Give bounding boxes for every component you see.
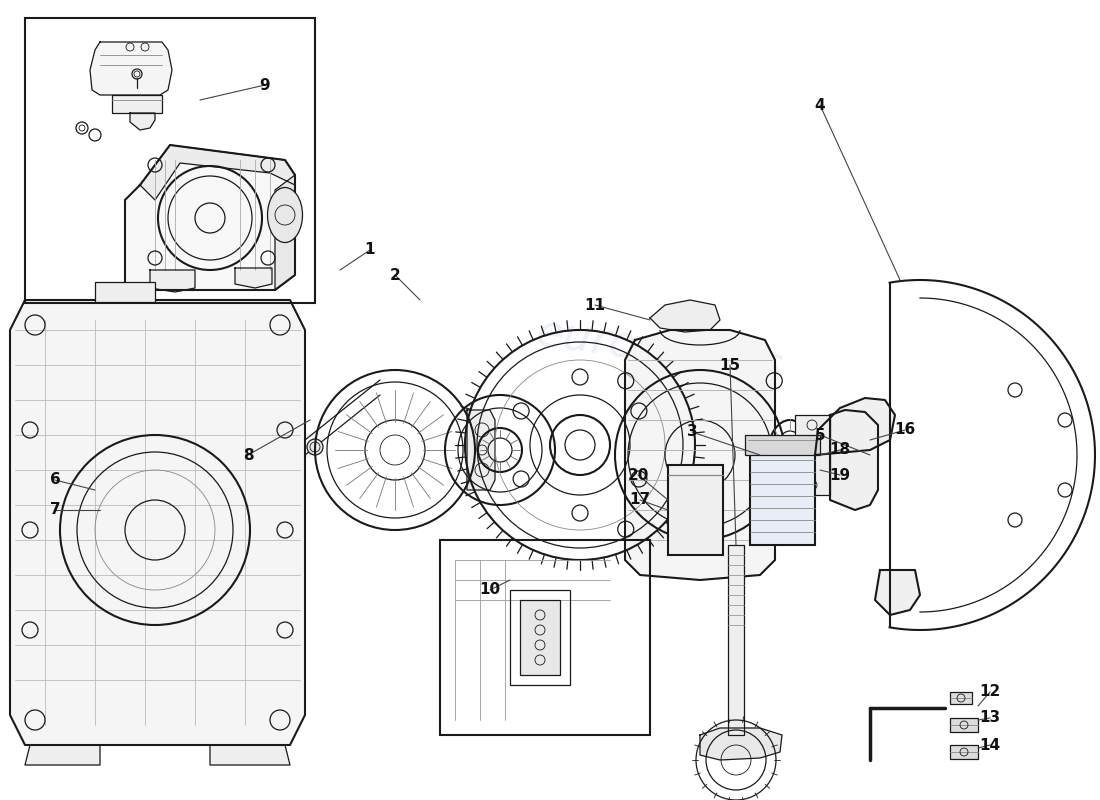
Bar xyxy=(25,18,315,303)
Text: 4: 4 xyxy=(815,98,825,113)
Circle shape xyxy=(307,439,323,455)
Bar xyxy=(520,600,560,675)
Bar xyxy=(440,540,650,735)
Text: 7: 7 xyxy=(50,502,60,518)
Text: 13: 13 xyxy=(979,710,1001,726)
Bar xyxy=(795,415,830,495)
Ellipse shape xyxy=(267,187,303,242)
Polygon shape xyxy=(125,145,295,290)
Polygon shape xyxy=(468,410,495,490)
Polygon shape xyxy=(210,745,290,765)
Polygon shape xyxy=(25,745,100,765)
Text: 12: 12 xyxy=(979,685,1001,699)
Text: 9: 9 xyxy=(260,78,271,93)
Polygon shape xyxy=(150,270,195,292)
Polygon shape xyxy=(815,398,895,455)
Bar xyxy=(95,282,155,302)
Text: 17: 17 xyxy=(629,493,650,507)
Polygon shape xyxy=(650,300,721,332)
Text: 14: 14 xyxy=(979,738,1001,753)
Polygon shape xyxy=(874,570,920,615)
Polygon shape xyxy=(830,410,878,510)
Polygon shape xyxy=(235,268,272,288)
Bar xyxy=(950,718,978,732)
Bar xyxy=(745,435,820,455)
Text: 10: 10 xyxy=(480,582,501,598)
Text: 8: 8 xyxy=(243,447,253,462)
Bar xyxy=(750,450,815,545)
Polygon shape xyxy=(10,300,305,745)
Text: 18: 18 xyxy=(829,442,850,458)
Bar xyxy=(668,465,723,555)
Bar xyxy=(950,745,978,759)
Text: 11: 11 xyxy=(584,298,605,313)
Bar xyxy=(510,590,570,685)
Text: 1: 1 xyxy=(365,242,375,258)
Bar xyxy=(950,692,972,704)
Text: 16: 16 xyxy=(894,422,915,438)
Bar xyxy=(728,545,744,735)
Text: 2: 2 xyxy=(389,267,400,282)
Text: 5: 5 xyxy=(815,427,825,442)
Text: 6: 6 xyxy=(50,473,60,487)
Text: eurospares: eurospares xyxy=(534,311,786,389)
Bar xyxy=(112,95,162,113)
Polygon shape xyxy=(625,330,776,580)
Polygon shape xyxy=(700,728,782,760)
Polygon shape xyxy=(275,175,295,290)
Text: 20: 20 xyxy=(627,467,649,482)
Polygon shape xyxy=(130,113,155,130)
Text: 3: 3 xyxy=(686,425,697,439)
Text: 19: 19 xyxy=(829,467,850,482)
Polygon shape xyxy=(90,42,172,95)
Text: eurospares: eurospares xyxy=(69,391,321,469)
Polygon shape xyxy=(140,145,295,200)
Text: 15: 15 xyxy=(719,358,740,373)
